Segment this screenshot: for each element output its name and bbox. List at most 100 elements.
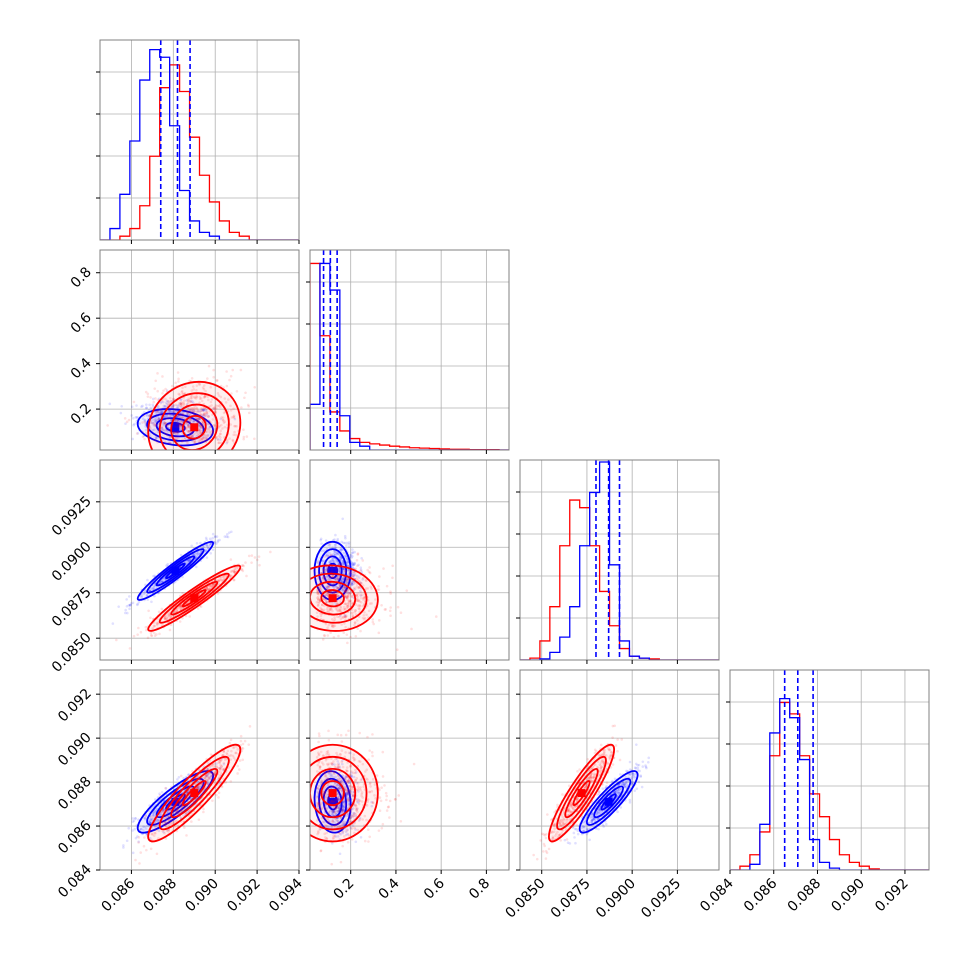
scatter-point bbox=[212, 424, 215, 427]
scatter-point bbox=[324, 568, 328, 571]
scatter-point bbox=[190, 820, 193, 823]
scatter-point bbox=[192, 412, 196, 415]
scatter-point bbox=[336, 537, 340, 541]
scatter-point bbox=[209, 753, 213, 756]
scatter-point bbox=[198, 428, 202, 432]
scatter-point bbox=[209, 433, 213, 437]
scatter-point bbox=[346, 563, 349, 567]
scatter-point bbox=[238, 768, 241, 771]
scatter-point bbox=[361, 576, 365, 580]
scatter-point bbox=[342, 586, 346, 589]
panel-frame bbox=[99, 39, 300, 241]
scatter-point bbox=[229, 423, 232, 426]
scatter-point bbox=[337, 553, 341, 556]
scatter-point bbox=[352, 582, 355, 586]
scatter-point bbox=[190, 377, 194, 380]
scatter-point bbox=[170, 785, 173, 789]
panel-2-2 bbox=[516, 459, 720, 664]
scatter-point bbox=[182, 415, 186, 419]
scatter-point bbox=[349, 592, 352, 595]
scatter-point bbox=[322, 608, 326, 612]
scatter-point bbox=[189, 400, 193, 404]
scatter-point bbox=[123, 417, 127, 420]
scatter-point bbox=[316, 590, 319, 594]
scatter-point bbox=[211, 431, 215, 435]
scatter-point bbox=[154, 417, 157, 421]
scatter-point bbox=[316, 604, 320, 607]
scatter-point bbox=[204, 414, 208, 418]
scatter-point bbox=[247, 554, 251, 558]
scatter-point bbox=[345, 633, 349, 637]
scatter-point bbox=[213, 578, 217, 582]
scatter-point bbox=[334, 566, 338, 570]
scatter-point bbox=[160, 580, 164, 584]
scatter-point bbox=[175, 437, 179, 441]
scatter-point bbox=[185, 402, 189, 406]
scatter-point bbox=[346, 561, 349, 564]
scatter-point bbox=[194, 803, 197, 807]
scatter-point bbox=[345, 606, 349, 609]
scatter-point bbox=[338, 548, 342, 552]
scatter-point bbox=[192, 406, 195, 410]
scatter-point bbox=[207, 422, 210, 426]
scatter-point bbox=[189, 435, 192, 438]
scatter-point bbox=[325, 610, 329, 614]
scatter-point bbox=[169, 399, 173, 403]
scatter-point bbox=[189, 435, 192, 438]
scatter-point bbox=[225, 384, 229, 388]
scatter-point bbox=[164, 401, 168, 405]
scatter-point bbox=[187, 425, 190, 429]
scatter-point bbox=[356, 627, 359, 630]
scatter-point bbox=[333, 618, 337, 621]
scatter-point bbox=[329, 575, 332, 579]
contour-blue bbox=[318, 548, 348, 594]
scatter-point bbox=[189, 558, 192, 562]
scatter-point bbox=[188, 420, 192, 424]
scatter-point bbox=[325, 607, 329, 611]
scatter-point bbox=[178, 606, 182, 609]
scatter-point bbox=[202, 406, 206, 409]
scatter-point bbox=[170, 405, 174, 409]
scatter-point bbox=[316, 586, 320, 590]
scatter-point bbox=[157, 417, 161, 421]
scatter-point bbox=[180, 390, 184, 394]
scatter-point bbox=[137, 836, 141, 839]
scatter-point bbox=[162, 808, 165, 811]
scatter-point bbox=[226, 535, 230, 539]
scatter-point bbox=[209, 400, 213, 404]
scatter-point bbox=[127, 418, 131, 422]
scatter-point bbox=[200, 426, 204, 430]
scatter-point bbox=[357, 607, 361, 610]
scatter-point bbox=[200, 424, 204, 427]
scatter-point bbox=[208, 537, 212, 541]
scatter-point bbox=[327, 591, 331, 594]
scatter-point bbox=[203, 394, 207, 398]
scatter-point bbox=[335, 569, 339, 573]
scatter-point bbox=[257, 555, 261, 558]
scatter-point bbox=[345, 544, 348, 547]
scatter-point bbox=[155, 633, 158, 636]
scatter-point bbox=[359, 629, 362, 633]
scatter-point bbox=[348, 599, 351, 602]
scatter-point bbox=[229, 408, 233, 412]
scatter-point bbox=[182, 413, 186, 416]
scatter-point bbox=[208, 426, 211, 429]
scatter-point bbox=[163, 404, 167, 408]
scatter-point bbox=[344, 576, 347, 580]
scatter-point bbox=[164, 432, 167, 435]
scatter-point bbox=[222, 578, 226, 581]
scatter-point bbox=[325, 574, 329, 578]
scatter-point bbox=[244, 561, 247, 564]
scatter-point bbox=[335, 552, 339, 556]
scatter-point bbox=[389, 590, 392, 593]
scatter-point bbox=[363, 595, 366, 599]
scatter-point bbox=[179, 425, 183, 429]
scatter-point bbox=[328, 608, 332, 612]
scatter-point bbox=[330, 553, 333, 557]
scatter-point bbox=[347, 594, 350, 598]
scatter-point bbox=[198, 382, 201, 386]
scatter-point bbox=[164, 786, 167, 790]
scatter-point bbox=[330, 607, 333, 611]
scatter-point bbox=[176, 406, 179, 410]
scatter-point bbox=[122, 846, 125, 849]
